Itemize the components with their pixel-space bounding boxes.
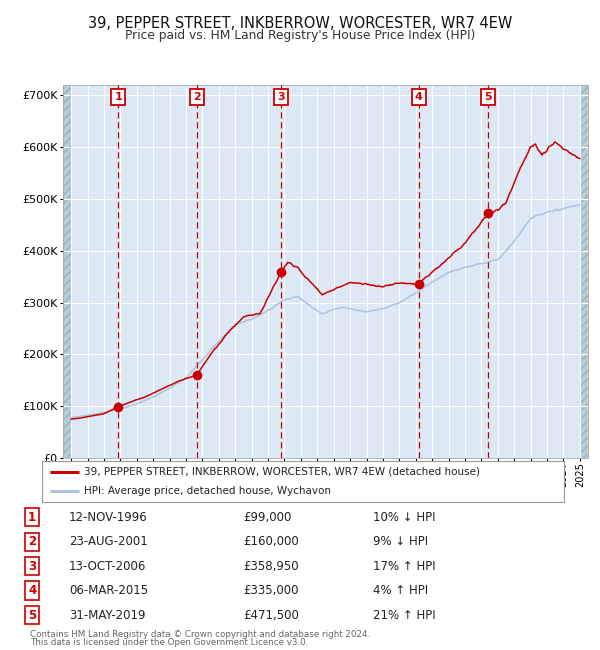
Text: £335,000: £335,000: [244, 584, 299, 597]
Text: 21% ↑ HPI: 21% ↑ HPI: [373, 608, 436, 621]
Text: 31-MAY-2019: 31-MAY-2019: [69, 608, 145, 621]
Text: 3: 3: [28, 560, 36, 573]
Text: Contains HM Land Registry data © Crown copyright and database right 2024.: Contains HM Land Registry data © Crown c…: [30, 630, 370, 639]
Text: 2: 2: [28, 535, 36, 548]
Text: £160,000: £160,000: [244, 535, 299, 548]
Bar: [63, 84, 71, 458]
Text: 4: 4: [28, 584, 36, 597]
Text: 06-MAR-2015: 06-MAR-2015: [69, 584, 148, 597]
Text: 5: 5: [28, 608, 36, 621]
Text: 12-NOV-1996: 12-NOV-1996: [69, 511, 148, 524]
Text: 23-AUG-2001: 23-AUG-2001: [69, 535, 148, 548]
Text: 2: 2: [193, 92, 200, 102]
Text: 17% ↑ HPI: 17% ↑ HPI: [373, 560, 436, 573]
Text: £358,950: £358,950: [244, 560, 299, 573]
Text: £99,000: £99,000: [244, 511, 292, 524]
Text: Price paid vs. HM Land Registry's House Price Index (HPI): Price paid vs. HM Land Registry's House …: [125, 29, 475, 42]
Text: 1: 1: [28, 511, 36, 524]
Text: 39, PEPPER STREET, INKBERROW, WORCESTER, WR7 4EW: 39, PEPPER STREET, INKBERROW, WORCESTER,…: [88, 16, 512, 31]
Text: 4: 4: [415, 92, 422, 102]
Text: 13-OCT-2006: 13-OCT-2006: [69, 560, 146, 573]
Text: This data is licensed under the Open Government Licence v3.0.: This data is licensed under the Open Gov…: [30, 638, 308, 647]
Text: 1: 1: [115, 92, 122, 102]
Text: 5: 5: [484, 92, 492, 102]
Text: 10% ↓ HPI: 10% ↓ HPI: [373, 511, 436, 524]
Text: 4% ↑ HPI: 4% ↑ HPI: [373, 584, 428, 597]
Text: 39, PEPPER STREET, INKBERROW, WORCESTER, WR7 4EW (detached house): 39, PEPPER STREET, INKBERROW, WORCESTER,…: [84, 467, 480, 477]
Text: 9% ↓ HPI: 9% ↓ HPI: [373, 535, 428, 548]
Text: 3: 3: [277, 92, 285, 102]
Bar: [580, 84, 588, 458]
Text: HPI: Average price, detached house, Wychavon: HPI: Average price, detached house, Wych…: [84, 486, 331, 496]
Text: £471,500: £471,500: [244, 608, 299, 621]
